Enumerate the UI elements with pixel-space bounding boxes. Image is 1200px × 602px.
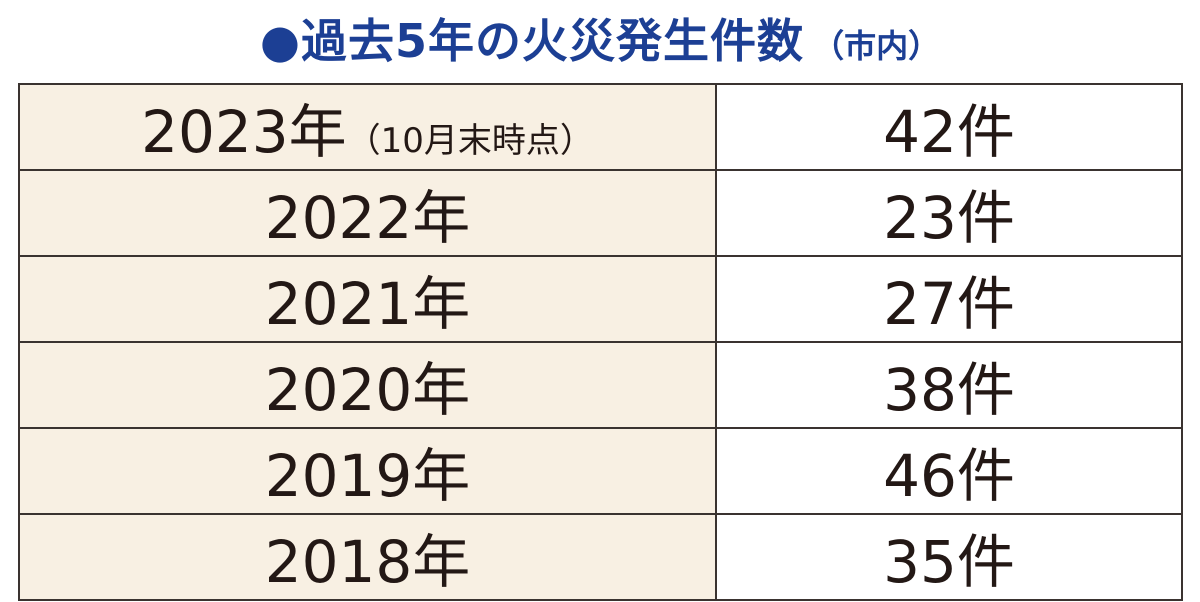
count-cell: 42件	[715, 83, 1183, 171]
count-cell: 46件	[715, 427, 1183, 515]
year-cell: 2023年（10月末時点）	[18, 83, 717, 171]
year: 2023年	[141, 98, 347, 166]
table-row: 2020年 38件	[18, 341, 1183, 429]
count-cell: 38件	[715, 341, 1183, 429]
year-cell: 2020年	[18, 341, 717, 429]
table-row: 2022年 23件	[18, 169, 1183, 257]
title: ●過去5年の火災発生件数	[259, 14, 805, 68]
subtitle: （市内）	[812, 27, 941, 65]
year-cell: 2018年	[18, 513, 717, 601]
count-cell: 27件	[715, 255, 1183, 343]
table-row: 2018年 35件	[18, 513, 1183, 601]
year-cell: 2021年	[18, 255, 717, 343]
table-row: 2021年 27件	[18, 255, 1183, 343]
year-note: （10月末時点）	[346, 121, 594, 161]
table-row: 2019年 46件	[18, 427, 1183, 515]
count-cell: 35件	[715, 513, 1183, 601]
year: 2018年	[264, 528, 471, 596]
fire-table: 2023年（10月末時点） 42件 2022年 23件 2021年 27件 2020年 38件…	[18, 83, 1183, 601]
year-cell: 2019年	[18, 427, 717, 515]
count-cell: 23件	[715, 169, 1183, 257]
year: 2022年	[264, 184, 471, 252]
title-bar: ●過去5年の火災発生件数 （市内）	[0, 4, 1200, 78]
year: 2020年	[264, 356, 471, 424]
table-body: 2023年（10月末時点） 42件 2022年 23件 2021年 27件 2020年 38件…	[18, 83, 1183, 601]
table-row: 2023年（10月末時点） 42件	[18, 83, 1183, 171]
year-cell: 2022年	[18, 169, 717, 257]
year: 2021年	[264, 270, 471, 338]
year: 2019年	[264, 442, 471, 510]
